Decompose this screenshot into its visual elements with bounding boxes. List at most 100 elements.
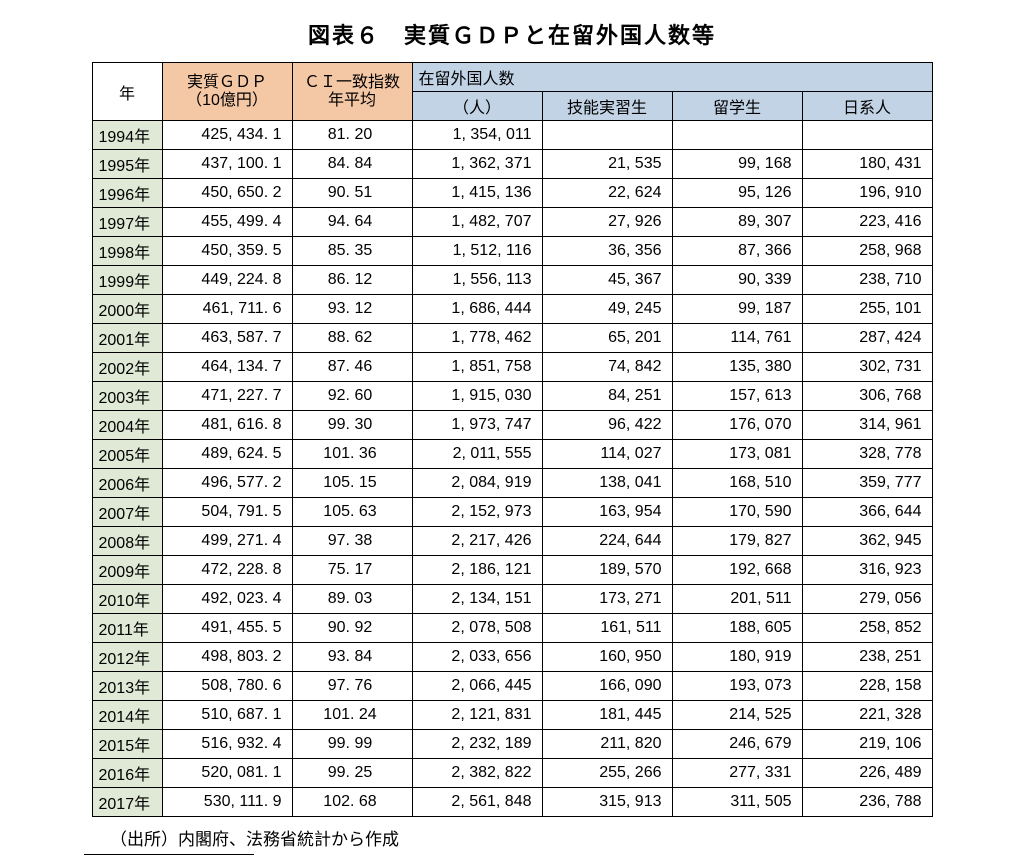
cell-year: 1994年 [92, 121, 162, 150]
cell-ci: 88. 62 [292, 324, 412, 353]
cell-gdp: 498, 803. 2 [162, 643, 292, 672]
cell-foreign_total: 2, 078, 508 [412, 614, 542, 643]
cell-trainee: 181, 445 [542, 701, 672, 730]
cell-ci: 86. 12 [292, 266, 412, 295]
cell-nikkei: 226, 489 [802, 759, 932, 788]
cell-foreign_total: 2, 011, 555 [412, 440, 542, 469]
cell-student: 135, 380 [672, 353, 802, 382]
cell-trainee: 49, 245 [542, 295, 672, 324]
cell-foreign_total: 2, 217, 426 [412, 527, 542, 556]
cell-nikkei: 362, 945 [802, 527, 932, 556]
cell-trainee: 224, 644 [542, 527, 672, 556]
cell-trainee: 163, 954 [542, 498, 672, 527]
table-row: 2010年492, 023. 489. 032, 134, 151173, 27… [92, 585, 932, 614]
cell-year: 1995年 [92, 150, 162, 179]
cell-foreign_total: 2, 033, 656 [412, 643, 542, 672]
cell-foreign_total: 1, 362, 371 [412, 150, 542, 179]
cell-year: 2007年 [92, 498, 162, 527]
table-row: 1999年449, 224. 886. 121, 556, 11345, 367… [92, 266, 932, 295]
table-row: 2003年471, 227. 792. 601, 915, 03084, 251… [92, 382, 932, 411]
cell-nikkei: 236, 788 [802, 788, 932, 817]
cell-foreign_total: 1, 973, 747 [412, 411, 542, 440]
cell-trainee: 255, 266 [542, 759, 672, 788]
cell-ci: 75. 17 [292, 556, 412, 585]
table-row: 1998年450, 359. 585. 351, 512, 11636, 356… [92, 237, 932, 266]
cell-ci: 99. 99 [292, 730, 412, 759]
cell-year: 2004年 [92, 411, 162, 440]
cell-foreign_total: 1, 482, 707 [412, 208, 542, 237]
cell-gdp: 530, 111. 9 [162, 788, 292, 817]
table-row: 2009年472, 228. 875. 172, 186, 121189, 57… [92, 556, 932, 585]
cell-nikkei: 238, 251 [802, 643, 932, 672]
cell-gdp: 489, 624. 5 [162, 440, 292, 469]
cell-nikkei: 279, 056 [802, 585, 932, 614]
cell-student: 157, 613 [672, 382, 802, 411]
cell-ci: 89. 03 [292, 585, 412, 614]
cell-nikkei: 255, 101 [802, 295, 932, 324]
cell-foreign_total: 2, 561, 848 [412, 788, 542, 817]
col-header-gdp-line2: （10億円） [169, 92, 286, 110]
cell-nikkei: 221, 328 [802, 701, 932, 730]
cell-foreign_total: 2, 134, 151 [412, 585, 542, 614]
col-header-trainee: 技能実習生 [542, 92, 672, 121]
cell-nikkei: 180, 431 [802, 150, 932, 179]
table-row: 2017年530, 111. 9102. 682, 561, 848315, 9… [92, 788, 932, 817]
cell-foreign_total: 1, 354, 011 [412, 121, 542, 150]
cell-gdp: 504, 791. 5 [162, 498, 292, 527]
cell-nikkei: 196, 910 [802, 179, 932, 208]
cell-student: 176, 070 [672, 411, 802, 440]
table-row: 1995年437, 100. 184. 841, 362, 37121, 535… [92, 150, 932, 179]
cell-ci: 90. 92 [292, 614, 412, 643]
cell-gdp: 450, 650. 2 [162, 179, 292, 208]
cell-gdp: 492, 023. 4 [162, 585, 292, 614]
cell-student: 179, 827 [672, 527, 802, 556]
col-header-ci-line2: 年平均 [299, 92, 406, 110]
table-row: 2004年481, 616. 899. 301, 973, 74796, 422… [92, 411, 932, 440]
cell-gdp: 463, 587. 7 [162, 324, 292, 353]
col-header-gdp: 実質ＧＤＰ （10億円） [162, 63, 292, 121]
col-header-nikkei: 日系人 [802, 92, 932, 121]
cell-student: 168, 510 [672, 469, 802, 498]
cell-gdp: 449, 224. 8 [162, 266, 292, 295]
cell-gdp: 471, 227. 7 [162, 382, 292, 411]
table-row: 2000年461, 711. 693. 121, 686, 44449, 245… [92, 295, 932, 324]
cell-foreign_total: 1, 851, 758 [412, 353, 542, 382]
cell-student: 188, 605 [672, 614, 802, 643]
col-header-ci: ＣＩ一致指数 年平均 [292, 63, 412, 121]
cell-trainee: 173, 271 [542, 585, 672, 614]
cell-trainee: 74, 842 [542, 353, 672, 382]
table-row: 2008年499, 271. 497. 382, 217, 426224, 64… [92, 527, 932, 556]
cell-ci: 90. 51 [292, 179, 412, 208]
cell-foreign_total: 1, 556, 113 [412, 266, 542, 295]
table-row: 2001年463, 587. 788. 621, 778, 46265, 201… [92, 324, 932, 353]
cell-year: 1998年 [92, 237, 162, 266]
cell-ci: 101. 24 [292, 701, 412, 730]
cell-ci: 99. 30 [292, 411, 412, 440]
table-row: 2002年464, 134. 787. 461, 851, 75874, 842… [92, 353, 932, 382]
cell-gdp: 491, 455. 5 [162, 614, 292, 643]
cell-year: 2003年 [92, 382, 162, 411]
table-row: 2006年496, 577. 2105. 152, 084, 919138, 0… [92, 469, 932, 498]
cell-ci: 85. 35 [292, 237, 412, 266]
cell-ci: 97. 38 [292, 527, 412, 556]
cell-nikkei: 302, 731 [802, 353, 932, 382]
cell-year: 2016年 [92, 759, 162, 788]
cell-year: 2002年 [92, 353, 162, 382]
cell-foreign_total: 1, 915, 030 [412, 382, 542, 411]
cell-year: 2009年 [92, 556, 162, 585]
col-header-gdp-line1: 実質ＧＤＰ [169, 74, 286, 92]
cell-gdp: 455, 499. 4 [162, 208, 292, 237]
cell-student: 192, 668 [672, 556, 802, 585]
cell-ci: 105. 63 [292, 498, 412, 527]
cell-nikkei [802, 121, 932, 150]
cell-foreign_total: 1, 512, 116 [412, 237, 542, 266]
cell-foreign_total: 2, 382, 822 [412, 759, 542, 788]
cell-trainee: 315, 913 [542, 788, 672, 817]
cell-trainee [542, 121, 672, 150]
cell-gdp: 496, 577. 2 [162, 469, 292, 498]
cell-foreign_total: 2, 152, 973 [412, 498, 542, 527]
cell-nikkei: 228, 158 [802, 672, 932, 701]
cell-trainee: 65, 201 [542, 324, 672, 353]
cell-trainee: 138, 041 [542, 469, 672, 498]
cell-student: 246, 679 [672, 730, 802, 759]
